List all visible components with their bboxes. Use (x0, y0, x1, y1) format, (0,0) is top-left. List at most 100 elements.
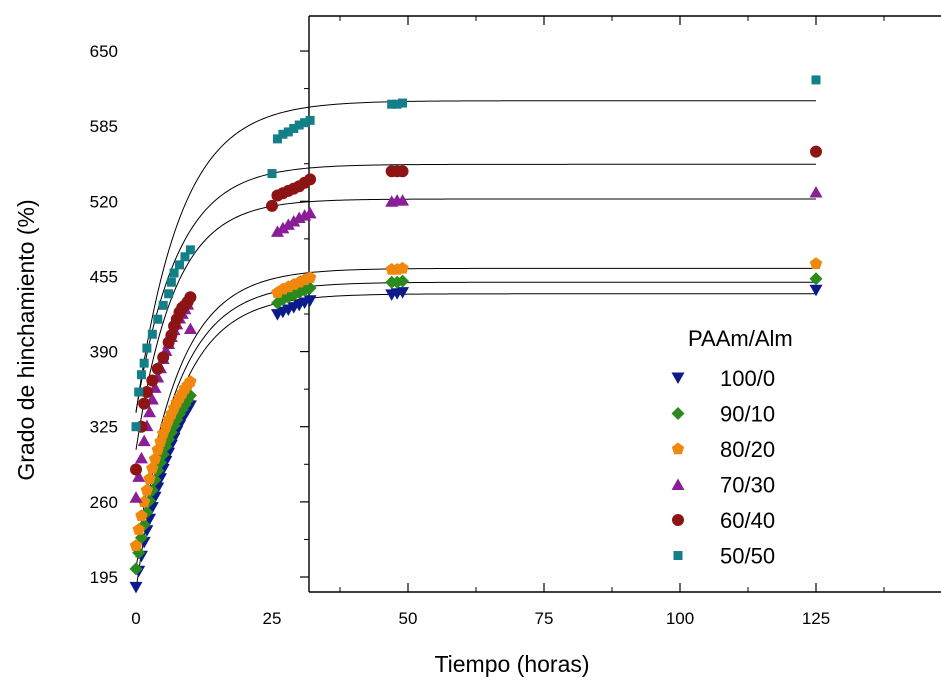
fit-curve-90-10 (135, 281, 816, 569)
y-tick-label: 455 (90, 267, 118, 286)
data-point-80-20 (148, 452, 162, 465)
data-point-60-40 (184, 291, 197, 304)
data-point-50-50 (180, 252, 190, 262)
legend: PAAm/Alm 100/0 90/10 80/20 70/30 60/40 50/50 (671, 326, 793, 569)
data-point-70-30 (396, 194, 410, 206)
y-tick-label: 650 (90, 42, 118, 61)
data-point-60-40 (396, 165, 409, 178)
data-point-50-50 (134, 387, 144, 397)
data-point-70-30 (270, 225, 284, 237)
y-tick-label: 390 (90, 343, 118, 362)
y-tick-label: 260 (90, 493, 118, 512)
legend-label-70-30: 70/30 (720, 473, 775, 498)
data-point-60-40 (157, 351, 170, 364)
data-point-50-50 (147, 329, 157, 339)
data-point-50-50 (169, 268, 179, 278)
data-point-70-30 (132, 470, 146, 482)
data-point-50-50 (158, 300, 168, 310)
data-point-80-20 (396, 261, 409, 274)
legend-title: PAAm/Alm (688, 326, 793, 351)
legend-label-60-40: 60/40 (720, 508, 775, 533)
legend-marker-90-10 (671, 407, 685, 420)
data-point-90-10 (396, 274, 410, 288)
data-point-50-50 (136, 370, 146, 380)
data-point-80-20 (184, 375, 197, 387)
x-tick-label: 75 (535, 609, 554, 628)
fit-curve-80-20 (135, 267, 816, 558)
legend-marker-70-30 (671, 478, 685, 490)
data-point-50-50 (300, 118, 310, 128)
data-point-50-50 (305, 115, 315, 125)
data-point-50-50 (398, 98, 408, 108)
fit-curve-70-30 (135, 198, 816, 450)
data-point-60-40 (165, 329, 178, 342)
fit-curves (135, 100, 816, 590)
data-point-70-30 (276, 221, 290, 234)
x-tick-label: 100 (666, 609, 694, 628)
legend-marker-80-20 (671, 442, 685, 455)
data-point-70-30 (287, 214, 301, 227)
data-point-50-50 (387, 99, 397, 109)
legend-marker-50-50 (673, 551, 683, 560)
data-point-80-20 (809, 257, 823, 269)
legend-label-100-0: 100/0 (720, 366, 775, 391)
data-point-70-30 (134, 451, 148, 464)
data-point-70-30 (809, 186, 823, 198)
data-point-70-30 (129, 491, 143, 503)
data-point-50-50 (811, 75, 821, 85)
data-point-60-40 (304, 173, 317, 186)
data-point-50-50 (166, 277, 176, 287)
data-point-50-50 (289, 123, 299, 133)
x-tick-label: 50 (399, 609, 418, 628)
data-point-100-0 (303, 295, 317, 307)
data-point-70-30 (143, 405, 157, 418)
data-point-60-40 (130, 463, 142, 476)
y-tick-label: 585 (90, 117, 118, 136)
legend-marker-100-0 (671, 372, 685, 384)
legend-label-90-10: 90/10 (720, 402, 775, 427)
data-point-60-40 (810, 145, 822, 158)
fit-curve-60-40 (135, 163, 816, 412)
data-point-100-0 (396, 287, 410, 299)
data-point-50-50 (278, 129, 288, 139)
fit-curve-50-50 (135, 100, 816, 413)
data-point-100-0 (809, 284, 823, 297)
data-point-60-40 (266, 199, 278, 212)
y-tick-label: 520 (90, 192, 118, 211)
legend-marker-60-40 (672, 514, 684, 526)
y-axis-title: Grado de hinchamiento (%) (13, 199, 39, 480)
data-point-50-50 (267, 169, 277, 179)
data-point-50-50 (185, 245, 195, 255)
data-point-50-50 (131, 422, 141, 432)
data-point-50-50 (142, 343, 152, 353)
legend-label-80-20: 80/20 (720, 437, 775, 462)
data-point-60-40 (146, 374, 159, 387)
data-point-80-20 (146, 461, 159, 474)
data-point-60-40 (140, 386, 153, 399)
data-point-80-20 (129, 539, 143, 552)
data-point-70-30 (303, 206, 317, 219)
data-point-80-20 (303, 271, 317, 283)
data-point-50-50 (283, 127, 293, 137)
data-point-50-50 (272, 134, 282, 144)
data-point-70-30 (137, 434, 151, 447)
data-point-50-50 (175, 260, 185, 270)
data-point-50-50 (139, 358, 149, 368)
data-point-80-20 (143, 472, 156, 484)
data-point-70-30 (281, 218, 295, 230)
data-point-60-40 (151, 362, 164, 375)
y-tick-label: 325 (90, 418, 118, 437)
data-point-50-50 (294, 120, 304, 130)
data-point-50-50 (392, 99, 402, 109)
data-point-90-10 (129, 562, 143, 576)
fit-curve-100-0 (135, 293, 816, 590)
data-markers (129, 75, 823, 594)
data-point-90-10 (809, 272, 823, 286)
data-point-60-40 (138, 397, 151, 410)
y-tick-label: 195 (90, 568, 118, 587)
data-point-80-20 (135, 509, 148, 521)
x-tick-label: 125 (802, 609, 830, 628)
data-point-50-50 (153, 314, 163, 324)
data-point-50-50 (164, 289, 174, 299)
x-tick-label: 25 (263, 609, 282, 628)
